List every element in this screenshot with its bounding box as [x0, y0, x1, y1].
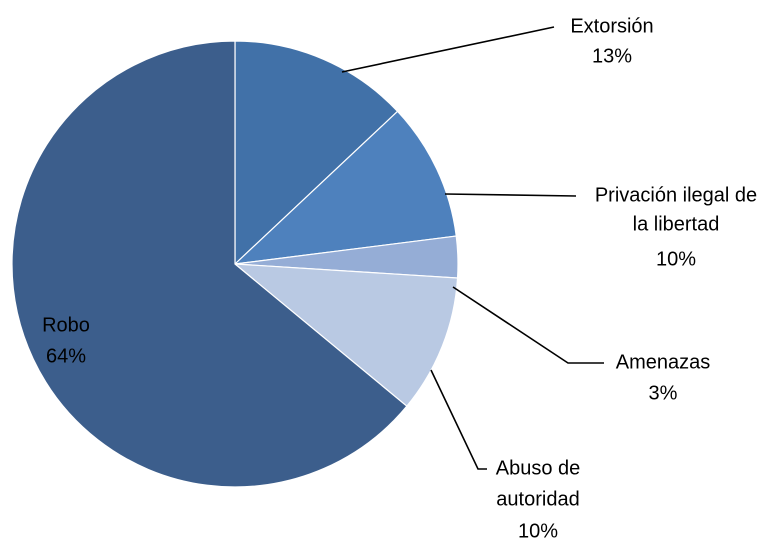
slice-labels: Extorsión 13% Privación ilegal de la libert… [42, 15, 757, 542]
data-label-name-abuso-de-autoridad-0: Abuso de [496, 457, 581, 479]
leader-line-privacion-ilegal-de-la-libertad [444, 193, 577, 197]
data-label-value-amenazas: 3% [649, 382, 678, 404]
data-label-value-extorsion: 13% [592, 45, 632, 67]
data-label-name-robo-0: Robo [42, 314, 90, 336]
data-label-value-privacion-ilegal-de-la-libertad: 10% [656, 248, 696, 270]
data-label-name-extorsion-0: Extorsión [570, 15, 653, 37]
leader-line-abuso-de-autoridad [430, 369, 487, 470]
pie-slice-robo [11, 40, 408, 488]
data-label-value-abuso-de-autoridad: 10% [518, 520, 558, 542]
leader-line-amenazas [452, 286, 604, 364]
pie-slice-extorsion [234, 40, 399, 266]
data-label-name-abuso-de-autoridad-1: autoridad [496, 488, 579, 510]
pie-slice-privacion-ilegal-de-la-libertad [233, 110, 457, 265]
data-label-value-robo: 64% [46, 345, 86, 367]
data-label-name-privacion-ilegal-de-la-libertad-0: Privación ilegal de [595, 184, 757, 206]
leader-lines [341, 26, 604, 470]
pie-slice-abuso-de-autoridad [233, 263, 459, 407]
data-label-name-privacion-ilegal-de-la-libertad-1: la libertad [633, 213, 720, 235]
data-label-name-amenazas-0: Amenazas [616, 351, 711, 373]
pie-slices [11, 40, 459, 488]
leader-line-extorsion [341, 26, 555, 73]
